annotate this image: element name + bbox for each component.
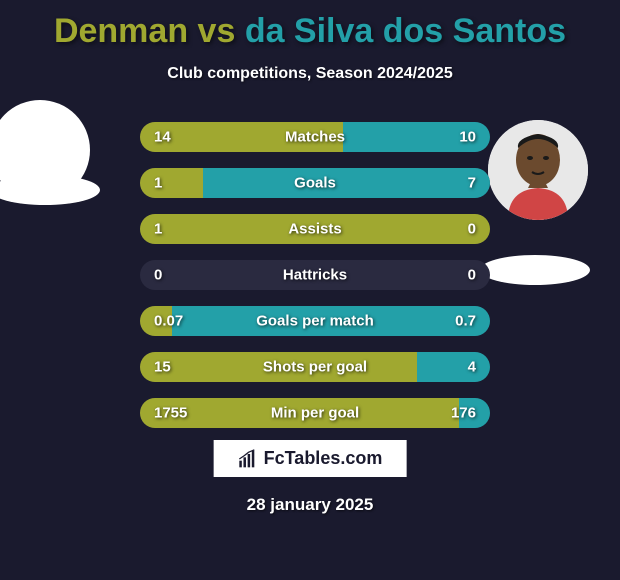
stat-row: 0.07 0.7 Goals per match	[140, 306, 490, 336]
stat-value-right: 0	[468, 267, 476, 284]
stat-value-right: 0.7	[455, 313, 476, 330]
stat-value-left: 15	[154, 359, 171, 376]
stat-label: Shots per goal	[263, 359, 367, 376]
stat-label: Goals	[294, 175, 336, 192]
player-right-portrait-icon	[488, 120, 588, 220]
stat-value-right: 10	[459, 129, 476, 146]
stat-value-right: 7	[468, 175, 476, 192]
player-right-shadow	[480, 255, 590, 285]
stat-value-left: 0	[154, 267, 162, 284]
stat-row: 1755 176 Min per goal	[140, 398, 490, 428]
stat-row: 14 10 Matches	[140, 122, 490, 152]
player-left-shadow	[0, 175, 100, 205]
subtitle: Club competitions, Season 2024/2025	[0, 65, 620, 83]
stat-bar-right	[417, 352, 491, 382]
stat-row: 0 0 Hattricks	[140, 260, 490, 290]
title-left-name: Denman	[54, 12, 188, 50]
stat-value-left: 0.07	[154, 313, 183, 330]
player-right-avatar	[488, 120, 588, 220]
stat-value-left: 1755	[154, 405, 187, 422]
stat-label: Hattricks	[283, 267, 347, 284]
chart-icon	[238, 449, 258, 469]
stat-label: Matches	[285, 129, 345, 146]
stat-row: 15 4 Shots per goal	[140, 352, 490, 382]
stat-value-right: 4	[468, 359, 476, 376]
title-right-name: da Silva dos Santos	[245, 12, 566, 50]
stat-value-left: 1	[154, 221, 162, 238]
stat-row: 1 7 Goals	[140, 168, 490, 198]
title-vs: vs	[188, 12, 245, 50]
stat-value-right: 176	[451, 405, 476, 422]
brand-badge: FcTables.com	[214, 440, 407, 477]
comparison-title: Denman vs da Silva dos Santos	[0, 0, 620, 51]
stat-bar-right	[203, 168, 490, 198]
stat-label: Min per goal	[271, 405, 359, 422]
stat-row: 1 0 Assists	[140, 214, 490, 244]
brand-text: FcTables.com	[264, 448, 383, 469]
stat-value-right: 0	[468, 221, 476, 238]
stat-label: Assists	[288, 221, 341, 238]
stat-value-left: 14	[154, 129, 171, 146]
comparison-bars: 1410Matches17Goals10Assists00Hattricks0.…	[140, 122, 490, 444]
stat-label: Goals per match	[256, 313, 374, 330]
date-text: 28 january 2025	[0, 495, 620, 515]
stat-value-left: 1	[154, 175, 162, 192]
stat-bar-left	[140, 168, 203, 198]
